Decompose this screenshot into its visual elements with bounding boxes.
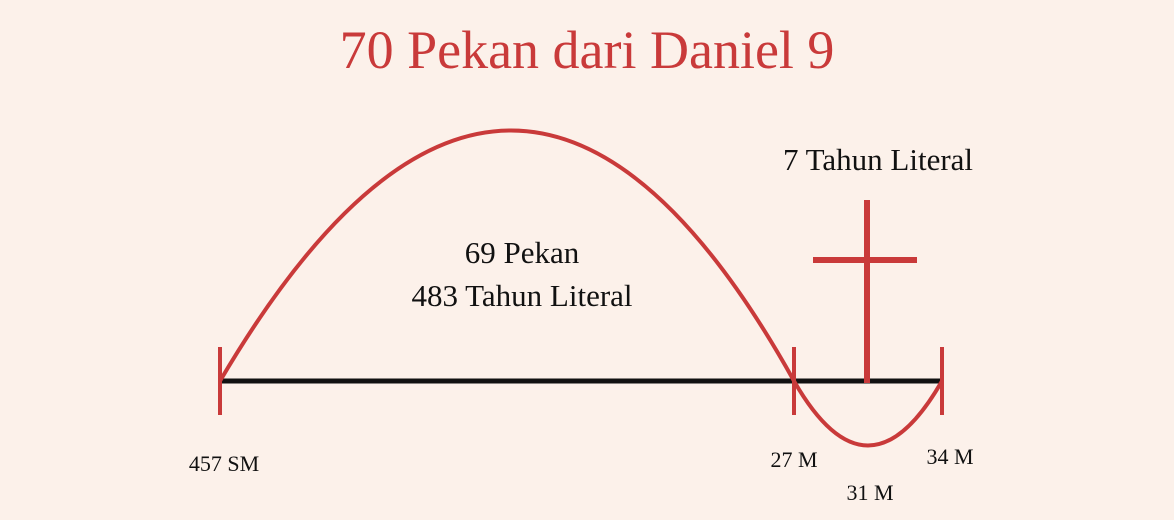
- timeline-label-mid: 27 M: [770, 447, 817, 472]
- timeline-label-start: 457 SM: [189, 451, 259, 476]
- arc-69-weeks: [218, 128, 796, 383]
- page-title: 70 Pekan dari Daniel 9: [340, 20, 835, 80]
- timeline-label-cross: 31 M: [846, 480, 893, 505]
- arc-label-years: 483 Tahun Literal: [411, 278, 632, 313]
- arc-label-weeks: 69 Pekan: [465, 235, 580, 270]
- week-label: 7 Tahun Literal: [783, 142, 973, 177]
- arc-final-week: [792, 380, 944, 448]
- cross-icon: [813, 200, 917, 383]
- timeline-label-end: 34 M: [926, 444, 973, 469]
